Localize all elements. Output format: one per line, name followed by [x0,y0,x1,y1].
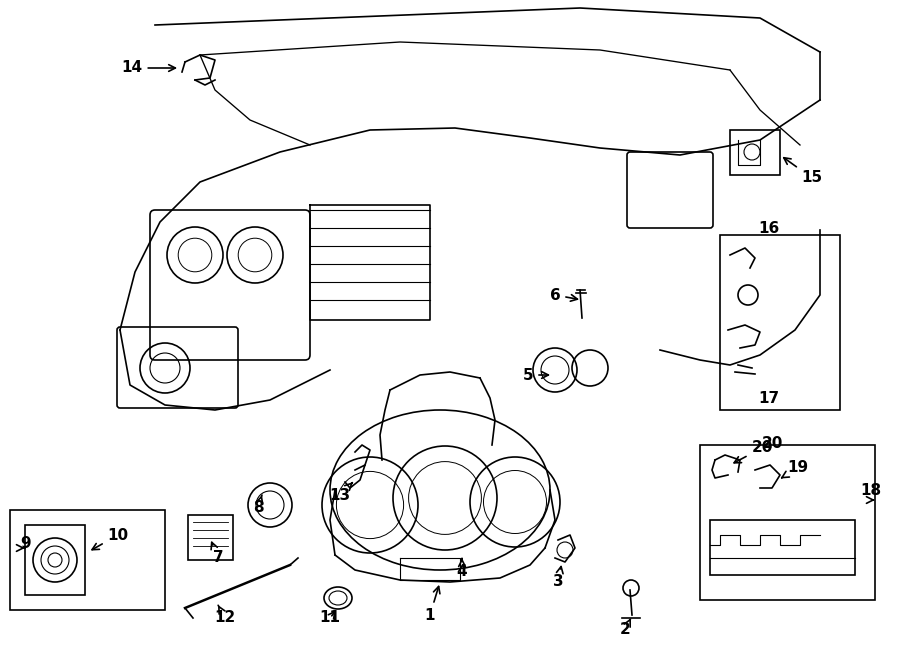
Text: 19: 19 [782,461,808,478]
Text: 11: 11 [320,611,340,625]
Text: 1: 1 [425,586,440,623]
Text: 15: 15 [784,158,823,186]
Text: 18: 18 [860,483,881,498]
Bar [710,520,855,575]
Text: 20: 20 [762,436,783,451]
Bar [700,445,875,600]
Bar [730,130,780,175]
Bar [188,515,233,560]
Text: 10: 10 [92,527,129,550]
Text: 3: 3 [553,566,563,590]
Text: 2: 2 [619,619,630,637]
Bar [10,510,165,610]
Bar [25,525,85,595]
Bar [720,235,840,410]
Text: 8: 8 [253,495,264,516]
Text: 12: 12 [214,605,236,625]
Text: 9: 9 [20,536,31,551]
Text: 13: 13 [329,483,353,502]
Text: 17: 17 [758,391,779,406]
Text: 7: 7 [212,542,223,566]
Text: 20: 20 [734,440,773,463]
Text: 4: 4 [456,559,467,580]
Text: 6: 6 [550,288,578,303]
Text: 5: 5 [523,368,548,383]
Text: 16: 16 [758,221,779,236]
Text: 14: 14 [122,61,176,75]
